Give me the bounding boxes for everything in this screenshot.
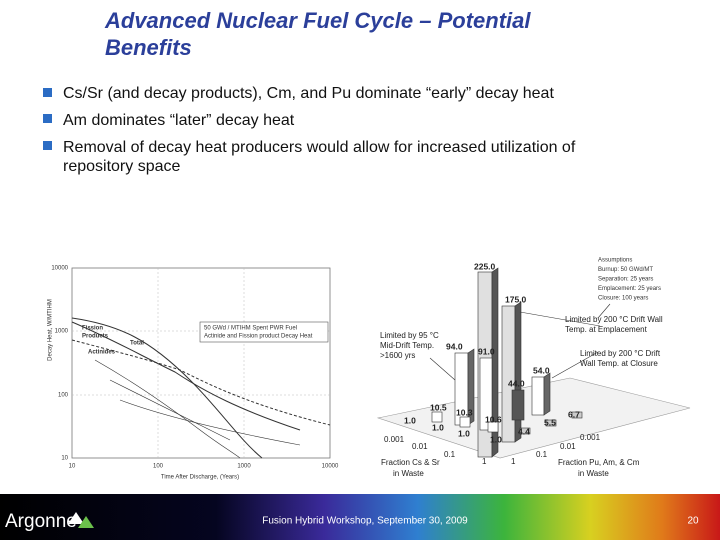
x-tick-label: 10000 (322, 464, 339, 470)
axis-label: Fraction Cs & Sr (381, 458, 440, 467)
bullet-text: Cs/Sr (and decay products), Cm, and Pu d… (63, 85, 554, 102)
axis-label: in Waste (393, 469, 424, 478)
bar-label: 6.7 (568, 409, 580, 419)
footer-band (0, 494, 720, 540)
curve-label: Actinides (88, 350, 116, 356)
legend-box (199, 321, 329, 343)
page-number: 20 (687, 516, 699, 527)
axis-tick: 0.01 (560, 442, 576, 451)
logo: Argonne (5, 511, 77, 532)
assumption: Emplacement: 25 years (598, 286, 661, 292)
bar-label: 4.4 (518, 426, 530, 436)
slide-title: Benefits (105, 35, 192, 60)
annotation: Limited by 200 °C Drift Wall (565, 315, 663, 324)
x-axis-label: Time After Discharge, (Years) (161, 475, 239, 481)
annotation: Limited by 95 °C (380, 331, 439, 340)
bar-label: 91.0 (478, 346, 495, 356)
y-tick-label: 10000 (51, 266, 68, 272)
legend-text: 50 GWd / MTIHM Spent PWR Fuel (204, 326, 297, 332)
bar-label: 5.5 (544, 417, 556, 427)
plot-frame (71, 267, 331, 459)
bar-label: 94.0 (446, 341, 463, 351)
curves (71, 317, 331, 459)
bar-label: 44.0 (508, 378, 525, 388)
bar-label: 1.0 (490, 434, 502, 444)
annotation: >1600 yrs (380, 351, 415, 360)
bars (431, 267, 583, 458)
bar-label: 10.6 (485, 414, 502, 424)
x-tick-label: 100 (153, 464, 164, 470)
y-axis-label: Decay Heat, W/MTIHM (48, 299, 54, 361)
annotation: Mid-Drift Temp. (380, 341, 434, 350)
bar-label: 10.3 (456, 407, 473, 417)
axis-label: in Waste (578, 469, 609, 478)
annotation: Limited by 200 °C Drift (580, 349, 661, 358)
axis-tick: 0.1 (444, 450, 456, 459)
bullet-text: Removal of decay heat producers would al… (63, 139, 576, 156)
x-tick-label: 1000 (237, 464, 251, 470)
curve-label: Products (82, 334, 109, 340)
bar-label: 54.0 (533, 365, 550, 375)
annotation: Wall Temp. at Closure (580, 359, 658, 368)
curve-label: Total (130, 341, 144, 347)
bar-label: 225.0 (474, 261, 496, 271)
axis-tick: 0.001 (580, 433, 601, 442)
bar-label: 1.0 (432, 422, 444, 432)
axis-tick: 0.001 (384, 435, 405, 444)
callout-lines (429, 303, 611, 381)
annotation: Temp. at Emplacement (565, 325, 648, 334)
assumption: Assumptions (598, 258, 632, 264)
assumption: Burnup: 50 GWd/MT (598, 267, 653, 273)
axis-tick: 1 (511, 457, 516, 466)
curve-label: Fission (82, 326, 103, 332)
bar-label: 175.0 (505, 294, 527, 304)
y-tick-label: 100 (58, 393, 69, 399)
bullet-text: repository space (63, 158, 180, 175)
assumption: Closure: 100 years (598, 296, 648, 302)
axis-tick: 1 (482, 457, 487, 466)
axis-tick: 0.1 (536, 450, 548, 459)
bullet-text: Am dominates “later” decay heat (63, 112, 295, 129)
bullet-markers (43, 88, 52, 150)
bar-label: 10.5 (430, 402, 447, 412)
footer-text: Fusion Hybrid Workshop, September 30, 20… (262, 516, 468, 527)
axis-label: Fraction Pu, Am, & Cm (558, 458, 640, 467)
y-tick-label: 10 (61, 456, 68, 462)
slide-title: Advanced Nuclear Fuel Cycle – Potential (104, 8, 531, 33)
logo-mark (68, 512, 94, 528)
assumption: Separation: 25 years (598, 277, 653, 283)
legend-text: Actinide and Fission product Decay Heat (204, 334, 313, 340)
x-tick-label: 10 (69, 464, 76, 470)
bar-label: 1.0 (404, 415, 416, 425)
bar-label: 1.0 (458, 428, 470, 438)
axis-tick: 0.01 (412, 442, 428, 451)
y-tick-label: 1000 (55, 329, 69, 335)
left-figure (40, 258, 332, 486)
